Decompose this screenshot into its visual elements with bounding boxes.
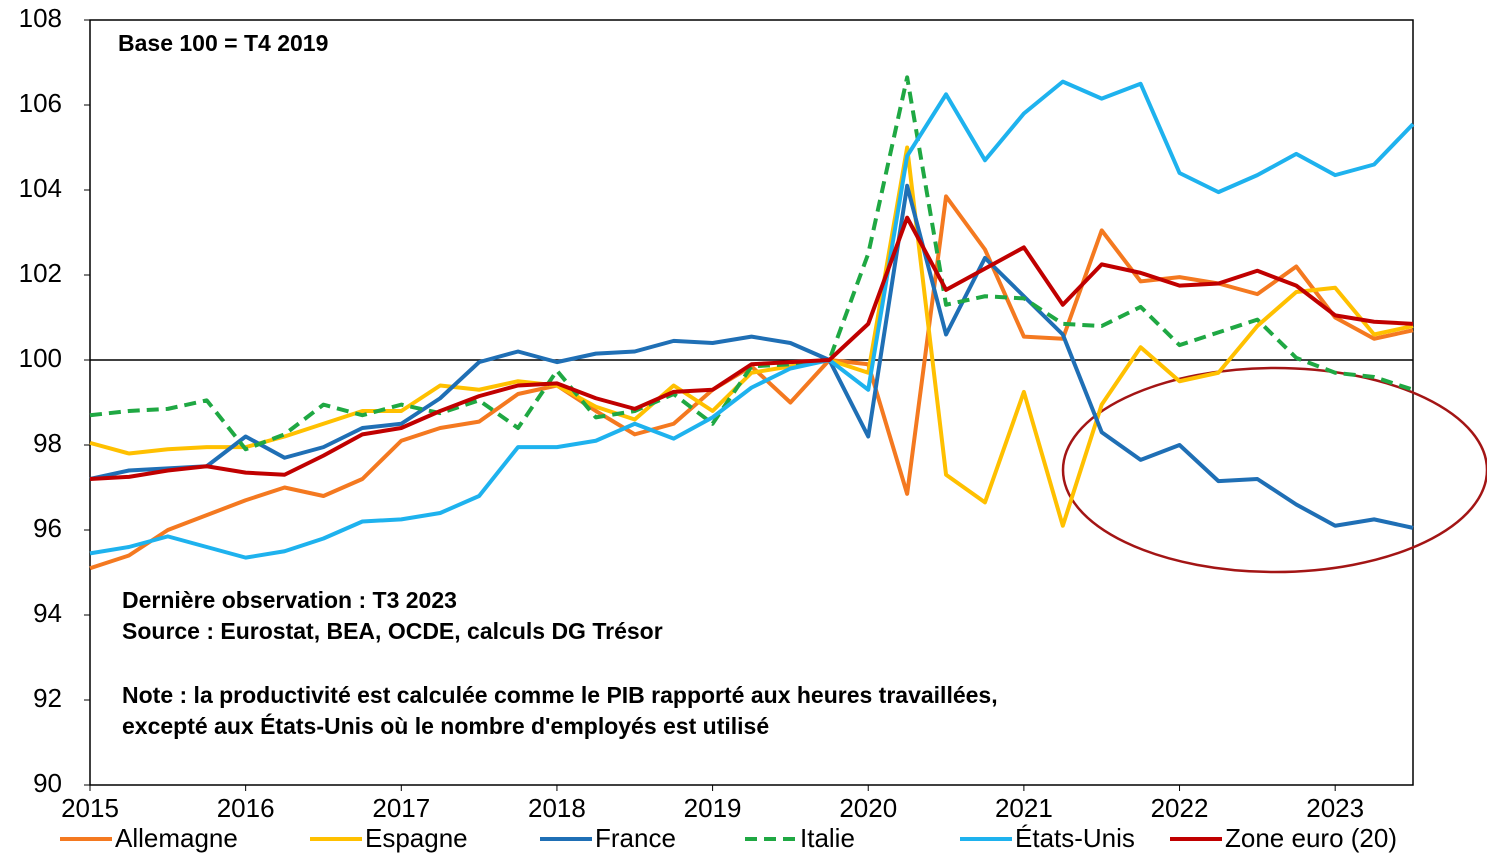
y-tick-label: 92	[33, 683, 62, 713]
series-line	[89, 75, 1414, 452]
x-tick-label: 2015	[61, 793, 119, 823]
annotation: Base 100 = T4 2019	[118, 30, 328, 56]
annotation: excepté aux États-Unis où le nombre d'em…	[122, 712, 769, 739]
series-line	[89, 183, 1414, 530]
y-tick-label: 94	[33, 598, 62, 628]
x-tick-label: 2021	[995, 793, 1053, 823]
series-line	[89, 145, 1414, 528]
legend-label: Espagne	[365, 823, 468, 853]
legend-label: États-Unis	[1015, 823, 1135, 853]
y-tick-label: 90	[33, 768, 62, 798]
y-tick-label: 100	[19, 343, 62, 373]
annotation: Note : la productivité est calculée comm…	[122, 682, 998, 708]
x-tick-label: 2023	[1306, 793, 1364, 823]
y-tick-label: 104	[19, 173, 62, 203]
x-tick-label: 2020	[839, 793, 897, 823]
series-line	[89, 194, 1414, 571]
legend-label: Allemagne	[115, 823, 238, 853]
annotation: Dernière observation : T3 2023	[122, 587, 457, 613]
y-tick-label: 102	[19, 258, 62, 288]
x-tick-label: 2019	[684, 793, 742, 823]
highlight-ellipse	[1061, 366, 1487, 574]
x-tick-label: 2022	[1151, 793, 1209, 823]
plot-frame	[89, 19, 1414, 786]
x-tick-label: 2016	[217, 793, 275, 823]
x-tick-label: 2018	[528, 793, 586, 823]
y-tick-label: 108	[19, 3, 62, 33]
y-tick-label: 106	[19, 88, 62, 118]
legend-label: France	[595, 823, 676, 853]
legend-label: Italie	[800, 823, 855, 853]
annotation: Source : Eurostat, BEA, OCDE, calculs DG…	[122, 618, 663, 644]
legend-label: Zone euro (20)	[1225, 823, 1397, 853]
x-tick-label: 2017	[372, 793, 430, 823]
series-line	[89, 79, 1415, 560]
series-line	[89, 215, 1414, 481]
y-tick-label: 96	[33, 513, 62, 543]
y-tick-label: 98	[33, 428, 62, 458]
